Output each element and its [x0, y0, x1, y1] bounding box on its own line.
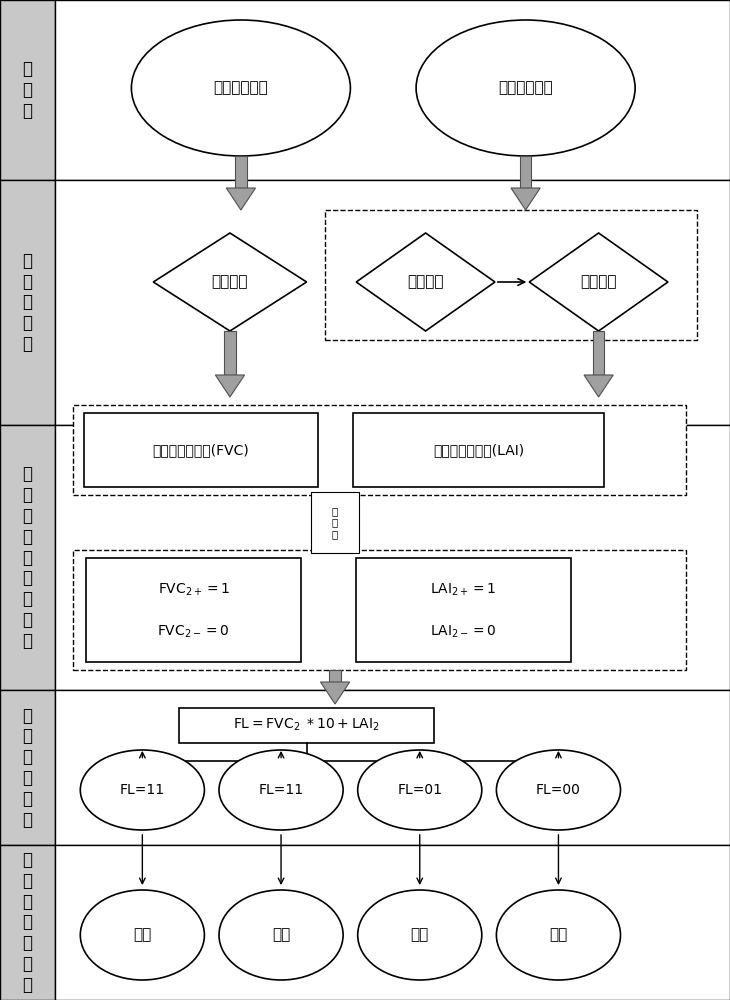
Text: FL=00: FL=00 [536, 783, 581, 797]
Bar [55, 425, 730, 690]
Bar [0, 845, 55, 1000]
Text: 一级: 一级 [133, 928, 152, 942]
Bar [73, 405, 686, 495]
Polygon shape [511, 188, 540, 210]
Bar [520, 156, 531, 188]
Polygon shape [529, 233, 668, 331]
Ellipse shape [416, 20, 635, 156]
Text: 二级: 二级 [272, 928, 291, 942]
Polygon shape [320, 528, 350, 550]
Text: $\mathrm{FL=FVC}_2\ *10+\mathrm{LAI}_2$: $\mathrm{FL=FVC}_2\ *10+\mathrm{LAI}_2$ [233, 717, 380, 733]
Text: FL=01: FL=01 [397, 783, 442, 797]
Bar [329, 495, 341, 528]
Bar [311, 492, 358, 552]
Bar [0, 0, 55, 180]
Ellipse shape [131, 20, 350, 156]
Bar [73, 550, 686, 670]
Bar [84, 413, 318, 487]
Ellipse shape [496, 750, 620, 830]
Bar [356, 558, 571, 662]
Text: 构
建
评
价
体
系: 构 建 评 价 体 系 [23, 707, 32, 828]
Bar [235, 156, 247, 188]
Text: 计算植被覆盖度(FVC): 计算植被覆盖度(FVC) [153, 443, 249, 457]
Bar [55, 845, 730, 1000]
Text: 植被指数产品: 植被指数产品 [214, 81, 269, 96]
Ellipse shape [80, 750, 204, 830]
Polygon shape [320, 682, 350, 704]
Bar [224, 331, 236, 375]
Text: $\mathrm{LAI}_{2-}=0$: $\mathrm{LAI}_{2-}=0$ [430, 624, 496, 640]
Polygon shape [356, 233, 495, 331]
Bar [0, 425, 55, 690]
Ellipse shape [358, 750, 482, 830]
Text: FL=11: FL=11 [120, 783, 165, 797]
Text: $\mathrm{FVC}_{2+}=1$: $\mathrm{FVC}_{2+}=1$ [158, 582, 230, 598]
Ellipse shape [358, 890, 482, 980]
Polygon shape [153, 233, 307, 331]
Text: 四级: 四级 [550, 928, 568, 942]
Polygon shape [226, 188, 256, 210]
Bar [179, 708, 434, 742]
Text: FL=11: FL=11 [258, 783, 304, 797]
Bar [55, 0, 730, 180]
Bar [55, 690, 730, 845]
Bar [353, 413, 604, 487]
Text: 数
据
预
处
理: 数 据 预 处 理 [23, 252, 32, 353]
Text: 计算叶面积指数(LAI): 计算叶面积指数(LAI) [433, 443, 524, 457]
Text: 投影转换: 投影转换 [212, 274, 248, 290]
Bar [325, 210, 697, 340]
Ellipse shape [219, 890, 343, 980]
Text: 石
漠
化
治
理
评
价: 石 漠 化 治 理 评 价 [23, 851, 32, 994]
Ellipse shape [80, 890, 204, 980]
Polygon shape [215, 375, 245, 397]
Bar [86, 558, 301, 662]
Bar [329, 670, 341, 682]
Bar [0, 690, 55, 845]
Text: 植
被
指
数
计
算
与
处
理: 植 被 指 数 计 算 与 处 理 [23, 465, 32, 650]
Polygon shape [584, 375, 613, 397]
Text: $\mathrm{LAI}_{2+}=1$: $\mathrm{LAI}_{2+}=1$ [430, 582, 496, 598]
Bar [593, 331, 604, 375]
Ellipse shape [496, 890, 620, 980]
Text: $\mathrm{FVC}_{2-}=0$: $\mathrm{FVC}_{2-}=0$ [158, 624, 230, 640]
Text: 三级: 三级 [410, 928, 429, 942]
Text: 二
值
化: 二 值 化 [332, 506, 338, 539]
Bar [0, 180, 55, 425]
Text: 多源影像数据: 多源影像数据 [498, 81, 553, 96]
Bar [55, 180, 730, 425]
Text: 大气校正: 大气校正 [580, 274, 617, 290]
Text: 辐射定标: 辐射定标 [407, 274, 444, 290]
Text: 数
据
源: 数 据 源 [23, 60, 32, 120]
Ellipse shape [219, 750, 343, 830]
